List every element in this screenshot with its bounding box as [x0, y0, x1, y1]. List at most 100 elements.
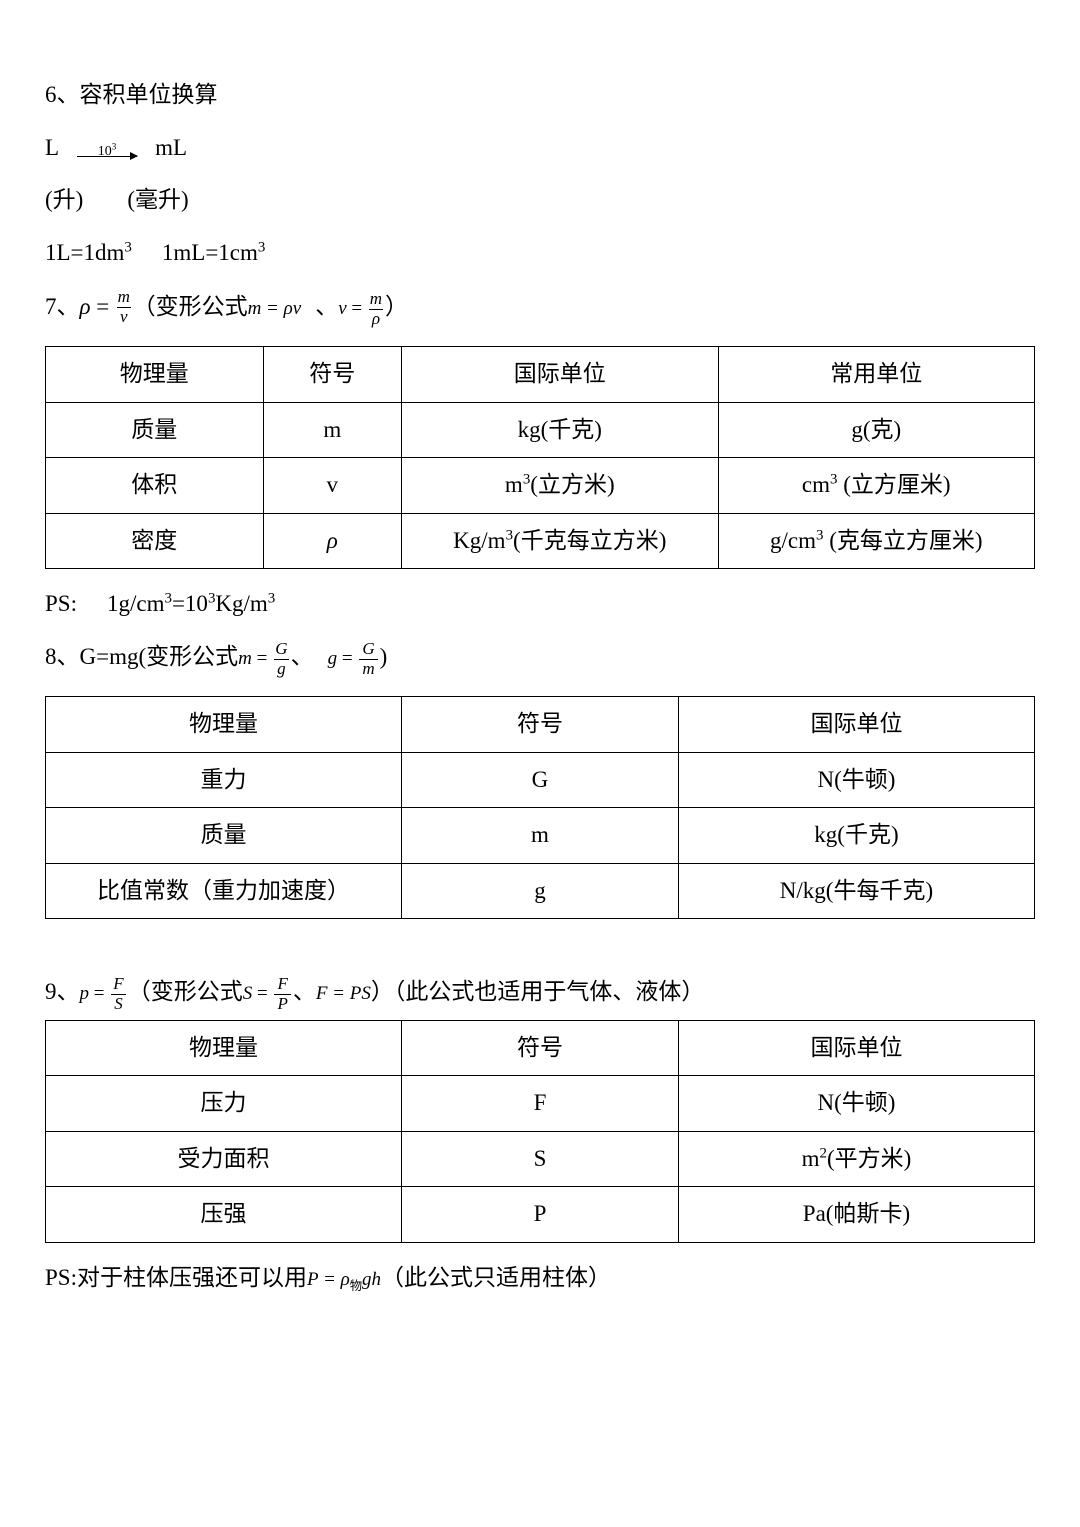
cell: m3(立方米): [402, 458, 718, 514]
separator: 、: [293, 975, 316, 1010]
alt-formula-1: m = G g: [238, 640, 290, 678]
header-cell: 国际单位: [678, 697, 1034, 753]
suffix: ): [380, 640, 388, 675]
section-6-equations: 1L=1dm3 1mL=1cm3: [45, 236, 1035, 271]
denominator: v: [117, 307, 131, 327]
var: p: [80, 980, 90, 1009]
alt-formula-2: v = m ρ: [338, 290, 385, 328]
paren-open: （变形公式: [133, 290, 248, 325]
header-cell: 物理量: [46, 347, 264, 403]
paren-open: （变形公式: [128, 975, 243, 1010]
section-7-formula: 7、 ρ = m v （变形公式 m = ρv 、 v = m ρ ）: [45, 288, 1035, 328]
numerator: G: [275, 640, 287, 659]
h-var: h: [372, 1269, 382, 1290]
main-equation: ρ = m v: [80, 288, 133, 326]
cell: 密度: [46, 513, 264, 569]
fraction: F S: [111, 975, 126, 1013]
section-6-labels: (升)(毫升): [45, 183, 1035, 218]
fraction: m v: [117, 288, 131, 326]
denominator: ρ: [369, 309, 383, 329]
alt-formula-2: F = PS: [316, 980, 371, 1009]
cell: N(牛顿): [678, 752, 1034, 808]
ps-eq: 1g/cm3=103Kg/m3: [107, 587, 275, 622]
prefix: 7、: [45, 290, 80, 325]
spacer: [45, 927, 1035, 957]
table-row: 质量 m kg(千克) g(克): [46, 402, 1035, 458]
table-row: 压力 F N(牛顿): [46, 1076, 1035, 1132]
cell: 质量: [46, 402, 264, 458]
header-cell: 符号: [263, 347, 401, 403]
alt-formula-1: S = F P: [243, 975, 293, 1013]
denominator: S: [111, 994, 126, 1014]
eq-1l: 1L=1dm3: [45, 236, 132, 271]
table-row: 比值常数（重力加速度） g N/kg(牛每千克): [46, 863, 1035, 919]
fraction: G m: [359, 640, 377, 678]
var: m: [238, 645, 252, 674]
ps-prefix: PS:对于柱体压强还可以用: [45, 1261, 307, 1296]
cell: 受力面积: [46, 1131, 402, 1187]
cell: 压力: [46, 1076, 402, 1132]
cell: N(牛顿): [678, 1076, 1034, 1132]
separator: 、: [315, 290, 338, 325]
table-row: 质量 m kg(千克): [46, 808, 1035, 864]
cell: g(克): [718, 402, 1035, 458]
main-equation: p = F S: [80, 975, 128, 1013]
table-header-row: 物理量 符号 国际单位: [46, 697, 1035, 753]
equals: =: [347, 295, 367, 324]
var: g: [328, 645, 338, 674]
equals: =: [89, 980, 109, 1009]
cell: cm3 (立方厘米): [718, 458, 1035, 514]
text: (升)(毫升): [45, 183, 189, 218]
cell: kg(千克): [678, 808, 1034, 864]
cell: v: [263, 458, 401, 514]
equals: =: [337, 645, 357, 674]
cell: 质量: [46, 808, 402, 864]
table-header-row: 物理量 符号 国际单位: [46, 1020, 1035, 1076]
cell: m: [402, 808, 679, 864]
alt-formula-2: g = G m: [328, 640, 380, 678]
header-cell: 符号: [402, 697, 679, 753]
cell: F: [402, 1076, 679, 1132]
denominator: P: [274, 994, 290, 1014]
paren-close: ）: [385, 290, 408, 325]
cell: 体积: [46, 458, 264, 514]
section-6-title: 6、容积单位换算: [45, 78, 1035, 113]
equals: =: [91, 290, 115, 325]
numerator: m: [370, 290, 382, 309]
header-cell: 国际单位: [402, 347, 718, 403]
section-6-conversion: L 103 mL: [45, 131, 1035, 166]
cell: m2(平方米): [678, 1131, 1034, 1187]
table-row: 受力面积 S m2(平方米): [46, 1131, 1035, 1187]
section-7-table: 物理量 符号 国际单位 常用单位 质量 m kg(千克) g(克) 体积 v m…: [45, 346, 1035, 569]
cell: m: [263, 402, 401, 458]
section-9-table: 物理量 符号 国际单位 压力 F N(牛顿) 受力面积 S m2(平方米) 压强…: [45, 1020, 1035, 1243]
cell: 重力: [46, 752, 402, 808]
cell: N/kg(牛每千克): [678, 863, 1034, 919]
numerator: F: [113, 975, 123, 994]
denominator: g: [274, 659, 289, 679]
eq-1ml: 1mL=1cm3: [162, 236, 265, 271]
table-header-row: 物理量 符号 国际单位 常用单位: [46, 347, 1035, 403]
alt-formula-1: m = ρv: [248, 295, 302, 324]
header-cell: 物理量: [46, 697, 402, 753]
header-cell: 国际单位: [678, 1020, 1034, 1076]
numerator: G: [362, 640, 374, 659]
cell: 压强: [46, 1187, 402, 1243]
var: S: [243, 980, 253, 1009]
prefix: 9、: [45, 975, 80, 1010]
cell: P: [402, 1187, 679, 1243]
ps-eq: P = ρ物gh: [307, 1266, 381, 1295]
equals: =: [252, 980, 272, 1009]
section-8-table: 物理量 符号 国际单位 重力 G N(牛顿) 质量 m kg(千克) 比值常数（…: [45, 696, 1035, 919]
cell: Pa(帕斯卡): [678, 1187, 1034, 1243]
conv-left: L: [45, 131, 59, 166]
paren-close: ）（此公式也适用于气体、液体）: [371, 975, 705, 1010]
cell: G: [402, 752, 679, 808]
ps-suffix: （此公式只适用柱体）: [381, 1261, 611, 1296]
cell: S: [402, 1131, 679, 1187]
separator: 、: [291, 640, 314, 675]
table-row: 压强 P Pa(帕斯卡): [46, 1187, 1035, 1243]
prefix: 8、G=mg(变形公式: [45, 640, 238, 675]
header-cell: 常用单位: [718, 347, 1035, 403]
cell: Kg/m3(千克每立方米): [402, 513, 718, 569]
